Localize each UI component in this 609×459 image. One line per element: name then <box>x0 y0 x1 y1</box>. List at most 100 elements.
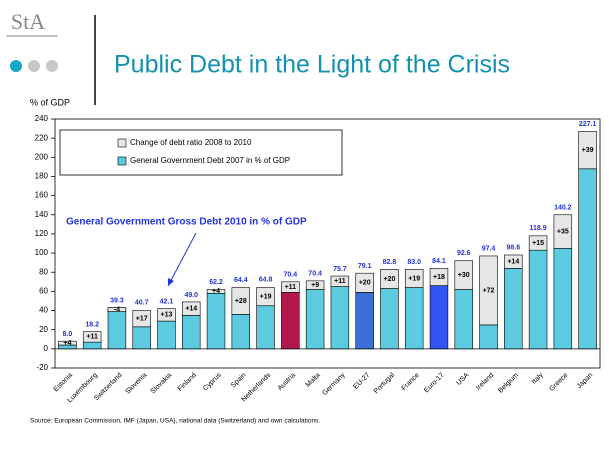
total-label: 64.4 <box>234 277 248 284</box>
bar-change <box>355 272 374 293</box>
bar-change <box>305 280 325 290</box>
total-label: 118.9 <box>529 225 546 232</box>
change-label: +14 <box>185 305 197 312</box>
change-label: +18 <box>433 274 445 281</box>
y-tick-label: 80 <box>39 267 48 276</box>
total-label: 70.4 <box>308 271 322 278</box>
change-label: +20 <box>383 276 395 283</box>
change-label: +20 <box>359 280 371 287</box>
total-label: 227.1 <box>579 121 597 128</box>
bar-change <box>281 281 300 293</box>
slide-title: Public Debt in the Light of the Crisis <box>114 51 510 79</box>
change-label: +17 <box>136 316 148 323</box>
bar-change <box>206 289 226 294</box>
bar-change <box>404 269 424 288</box>
bar-base <box>479 324 498 350</box>
legend-label: Change of debt ratio 2008 to 2010 <box>130 138 252 147</box>
change-label: +35 <box>557 228 569 235</box>
total-label: 62.2 <box>209 279 223 286</box>
total-label: 92.6 <box>457 250 471 257</box>
change-label: +9 <box>311 282 319 289</box>
bar-base <box>82 341 102 350</box>
total-label: 39.3 <box>110 298 124 305</box>
bar-base <box>231 314 251 350</box>
y-tick-label: 200 <box>35 152 49 161</box>
bar-change <box>82 331 102 343</box>
change-label: +15 <box>532 240 544 247</box>
bar-change <box>182 301 201 316</box>
bar-base <box>504 268 523 350</box>
y-axis-label: % of GDP <box>30 97 70 107</box>
bar-change <box>578 131 597 170</box>
bar-change <box>454 260 473 290</box>
total-label: 79.1 <box>358 263 372 270</box>
change-label: +72 <box>483 287 495 294</box>
legend-label: General Government Debt 2007 in % of GDP <box>130 156 290 165</box>
total-label: 98.6 <box>506 244 520 251</box>
bar-change <box>256 287 275 307</box>
legend-swatch <box>117 156 127 166</box>
change-label: +19 <box>260 293 272 300</box>
change-label: +14 <box>507 259 519 266</box>
y-tick-label: 160 <box>35 191 49 200</box>
change-label: +13 <box>161 312 173 319</box>
dot <box>28 60 40 72</box>
change-label: +30 <box>458 272 470 279</box>
y-tick-label: 140 <box>35 210 49 219</box>
total-label: 83.0 <box>407 259 421 266</box>
legend-swatch <box>117 138 127 148</box>
total-label: 64.8 <box>259 277 273 284</box>
y-tick-label: 60 <box>39 286 48 295</box>
total-label: 49.0 <box>184 292 198 299</box>
y-tick-label: 240 <box>35 114 49 123</box>
bar-change <box>107 307 127 312</box>
bar-base <box>355 292 374 350</box>
change-label: +39 <box>582 147 594 154</box>
change-label: +19 <box>408 275 420 282</box>
y-tick-label: 20 <box>39 325 48 334</box>
bar-change <box>132 310 151 328</box>
dot <box>10 60 22 72</box>
total-label: 84.1 <box>432 258 446 265</box>
total-label: 82.8 <box>383 259 397 266</box>
total-label: 40.7 <box>135 300 149 307</box>
bar-base <box>380 288 399 350</box>
y-tick-label: 0 <box>44 344 49 353</box>
bar-base <box>330 286 350 350</box>
bar-change <box>380 269 399 289</box>
bar-base <box>429 285 449 350</box>
bar-change <box>330 275 350 287</box>
bar-base <box>305 289 325 350</box>
bar-base <box>528 249 548 350</box>
bar-base <box>578 168 597 350</box>
total-label: 140.2 <box>554 204 572 211</box>
total-label: 42.1 <box>160 298 174 305</box>
y-tick-label: 40 <box>39 306 48 315</box>
arrow-head <box>168 278 174 286</box>
bar-base <box>404 287 424 350</box>
bar-change <box>528 235 548 251</box>
bar-change <box>231 287 251 315</box>
change-label: +11 <box>86 334 98 341</box>
bar-change <box>504 254 523 269</box>
bar-change <box>58 340 77 346</box>
legend-box <box>59 129 343 176</box>
y-tick-label: 100 <box>35 248 49 257</box>
bar-base <box>157 320 176 350</box>
total-label: 70.4 <box>284 271 298 278</box>
bar-base <box>281 292 300 350</box>
bar-base <box>206 292 226 350</box>
dot <box>46 60 58 72</box>
bar-base <box>256 305 275 350</box>
bar-base <box>107 307 127 350</box>
bar-change <box>429 268 449 286</box>
change-label: +28 <box>235 298 247 305</box>
change-label: +4 <box>63 340 71 347</box>
total-label: 97.4 <box>482 245 496 252</box>
bar-change <box>157 308 176 322</box>
y-tick-label: 180 <box>35 172 49 181</box>
total-label: 75.7 <box>333 266 347 273</box>
source-note: Source: European Commission, IMF (Japan,… <box>30 418 320 425</box>
